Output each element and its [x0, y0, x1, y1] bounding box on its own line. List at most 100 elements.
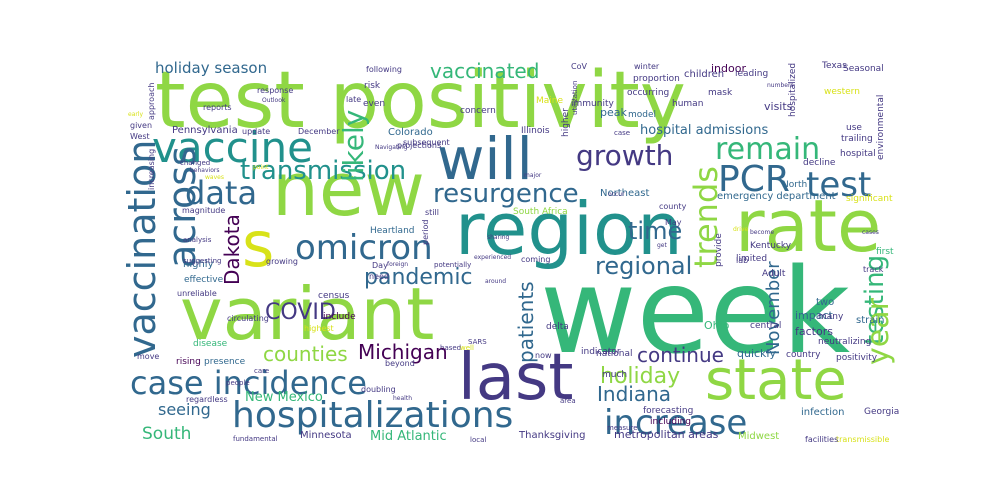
word: disease: [193, 339, 228, 349]
word: early: [128, 111, 144, 118]
word: test: [806, 165, 872, 205]
word: provide: [714, 233, 724, 267]
word: Minnesota: [300, 430, 352, 441]
word: New Mexico: [245, 390, 323, 405]
word: rate: [735, 184, 882, 268]
word: state: [705, 348, 847, 413]
word: indicator: [581, 347, 621, 357]
word: South Africa: [513, 207, 568, 217]
word: limited: [736, 254, 768, 264]
word: highly: [183, 259, 214, 270]
word: winter: [634, 62, 660, 71]
word: still: [425, 208, 439, 217]
word: western: [824, 87, 860, 97]
word: COVID: [265, 300, 336, 325]
word: higher: [561, 108, 571, 137]
word: Pennsylvania: [172, 125, 238, 136]
word: around: [485, 278, 507, 285]
word: reports: [203, 103, 232, 112]
word: s: [242, 208, 275, 281]
word: delta: [546, 322, 569, 332]
word: transmissible: [836, 435, 890, 444]
word: coming: [521, 255, 551, 264]
word: patients: [514, 281, 538, 363]
word: well: [460, 344, 474, 352]
word: analysis: [183, 236, 212, 244]
word: Thanksgiving: [519, 430, 586, 441]
word: Kentucky: [750, 241, 792, 251]
word: Georgia: [864, 407, 900, 417]
word: Dakota: [220, 214, 244, 285]
word: infection: [801, 407, 845, 418]
word: will: [437, 125, 533, 193]
word: SARS: [468, 338, 487, 346]
word: model: [628, 110, 657, 120]
word: two: [816, 297, 835, 308]
word: national: [596, 349, 633, 359]
word: health: [393, 395, 412, 402]
word: lab: [736, 256, 749, 265]
word: positivity: [836, 353, 878, 363]
word: decline: [803, 158, 836, 168]
word: approach: [147, 82, 156, 120]
word: May: [665, 218, 682, 227]
word: resurgence: [433, 179, 579, 209]
word: late: [346, 95, 362, 104]
word: growth: [576, 139, 674, 172]
word: hospitalizations: [232, 395, 514, 436]
word: forecasting: [643, 406, 694, 416]
word: people: [226, 379, 250, 387]
word: census: [318, 291, 350, 301]
word: human: [672, 99, 704, 109]
word: given: [130, 121, 153, 130]
word: holiday season: [155, 59, 268, 77]
word: indoor: [711, 62, 746, 75]
word: foreign: [387, 261, 409, 268]
word: factors: [795, 325, 833, 338]
word: emergency department: [717, 191, 836, 202]
word: experienced: [474, 254, 512, 261]
word: counties: [263, 342, 348, 366]
word: continue: [637, 343, 724, 367]
word: South: [142, 424, 192, 444]
word: Adult: [762, 269, 786, 279]
word: test positivity: [155, 56, 686, 146]
word: neutralizing: [818, 337, 872, 347]
word: waves: [205, 174, 224, 181]
word: Northeast: [600, 188, 650, 199]
word: peak: [600, 106, 627, 119]
word: based: [440, 344, 462, 352]
word: changed: [180, 159, 211, 167]
word: major: [524, 172, 542, 179]
word: beyond: [385, 359, 415, 368]
word: growing: [266, 257, 298, 266]
word: impact: [795, 309, 833, 322]
word: region: [455, 187, 683, 271]
word: occur: [608, 191, 625, 198]
word: Midwest: [738, 431, 780, 442]
word: effective: [184, 275, 224, 285]
word: many: [818, 312, 844, 322]
word: North: [782, 180, 808, 190]
word: local: [470, 436, 487, 444]
word: following: [366, 65, 402, 74]
word: hospital admissions: [640, 123, 769, 138]
word: response: [257, 86, 294, 95]
word: rising: [176, 357, 201, 367]
word: risk: [364, 81, 381, 91]
word: time: [628, 217, 683, 245]
word: significant: [846, 194, 893, 204]
word: much: [602, 370, 628, 380]
word: increasing: [147, 148, 156, 190]
word: variant: [180, 272, 435, 356]
word: Heartland: [370, 226, 415, 236]
word: remain: [715, 132, 821, 167]
word: seeing: [158, 400, 211, 419]
word: area: [560, 397, 576, 405]
word: hospital: [840, 149, 876, 159]
word: December: [298, 127, 340, 136]
word: omicron: [295, 228, 433, 268]
word: West: [130, 132, 150, 141]
word: strain: [856, 315, 885, 326]
word: PCR: [718, 159, 790, 200]
